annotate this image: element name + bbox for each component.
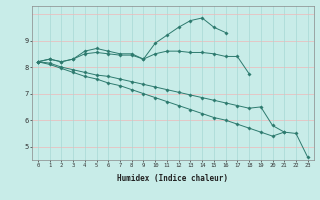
X-axis label: Humidex (Indice chaleur): Humidex (Indice chaleur) [117,174,228,183]
